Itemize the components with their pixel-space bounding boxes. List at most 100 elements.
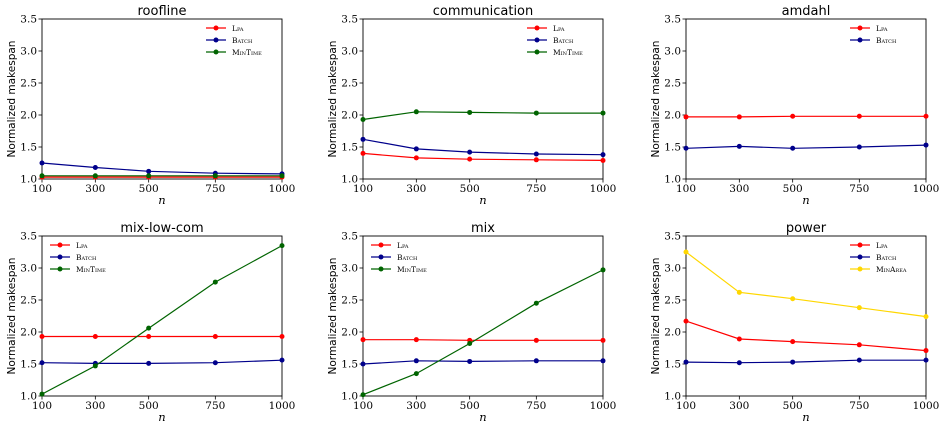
data-point-Lpa bbox=[683, 114, 689, 120]
x-tick-label: 750 bbox=[849, 400, 869, 412]
data-point-Batch bbox=[467, 149, 473, 155]
data-point-Lpa bbox=[856, 342, 862, 348]
legend-marker bbox=[857, 25, 863, 31]
legend-marker bbox=[857, 37, 863, 43]
x-axis-label: n bbox=[802, 410, 809, 424]
y-tick-label: 3.0 bbox=[664, 263, 681, 275]
x-tick-label: 500 bbox=[460, 183, 480, 195]
x-tick-label: 100 bbox=[32, 400, 52, 412]
y-axis-label: Normalized makespan bbox=[6, 258, 18, 375]
data-point-MinTime bbox=[467, 341, 473, 347]
legend-marker bbox=[857, 254, 863, 260]
y-tick-label: 1.5 bbox=[20, 142, 37, 154]
data-point-Lpa bbox=[146, 333, 152, 339]
chart-title: communication bbox=[433, 4, 534, 19]
chart-title: roofline bbox=[137, 4, 186, 19]
y-tick-label: 1.5 bbox=[664, 359, 681, 371]
y-tick-label: 3.5 bbox=[20, 231, 37, 243]
data-point-Lpa bbox=[533, 157, 539, 163]
x-tick-label: 500 bbox=[139, 183, 159, 195]
chart-title: amdahl bbox=[782, 4, 831, 19]
y-tick-label: 1.0 bbox=[664, 174, 681, 186]
y-axis-label: Normalized makespan bbox=[650, 258, 662, 375]
x-tick-label: 1000 bbox=[913, 183, 940, 195]
data-point-MinArea bbox=[683, 249, 689, 255]
y-tick-label: 3.5 bbox=[341, 231, 358, 243]
y-tick-label: 1.5 bbox=[341, 359, 358, 371]
y-tick-label: 3.0 bbox=[341, 46, 358, 58]
chart-mix: mix 1.0 1.5 2.0 2.5 3.0 3.5 100 300 500 750 1000 n No… bbox=[327, 221, 616, 424]
y-tick-label: 2.5 bbox=[20, 78, 37, 90]
data-point-Batch bbox=[790, 145, 796, 151]
data-point-Batch bbox=[856, 357, 862, 363]
y-axis-label: Normalized makespan bbox=[650, 41, 662, 158]
chart-title: mix bbox=[471, 221, 495, 236]
y-tick-label: 2.0 bbox=[664, 110, 681, 122]
chart-title: power bbox=[786, 221, 827, 236]
x-tick-label: 100 bbox=[353, 183, 373, 195]
data-point-Batch bbox=[683, 359, 689, 365]
data-point-Batch bbox=[923, 142, 929, 148]
data-point-MinTime bbox=[533, 300, 539, 306]
legend-marker bbox=[378, 254, 384, 260]
legend-label: Batch bbox=[397, 253, 418, 262]
x-tick-label: 100 bbox=[676, 400, 696, 412]
data-point-Lpa bbox=[413, 337, 419, 343]
data-point-MinTime bbox=[146, 173, 152, 179]
data-point-MinTime bbox=[533, 110, 539, 116]
legend-label: Batch bbox=[876, 36, 897, 45]
x-tick-label: 300 bbox=[406, 183, 426, 195]
chart-communication: communication 1.0 1.5 2.0 2.5 3.0 3.5 100 300 500… bbox=[327, 4, 616, 207]
x-tick-label: 750 bbox=[849, 183, 869, 195]
x-axis-label: n bbox=[158, 193, 165, 207]
series-line-MinTime bbox=[362, 111, 603, 121]
chart-title: mix-low-com bbox=[120, 221, 203, 236]
x-axis-label: n bbox=[802, 193, 809, 207]
y-tick-label: 1.0 bbox=[341, 391, 358, 403]
x-tick-label: 300 bbox=[729, 183, 749, 195]
x-tick-label: 1000 bbox=[269, 400, 296, 412]
x-tick-label: 750 bbox=[526, 400, 546, 412]
y-tick-label: 2.5 bbox=[341, 295, 358, 307]
data-point-MinArea bbox=[856, 305, 862, 311]
y-tick-label: 2.5 bbox=[664, 295, 681, 307]
legend-label: MinTime bbox=[232, 48, 262, 57]
y-tick-label: 2.0 bbox=[341, 327, 358, 339]
y-tick-label: 1.0 bbox=[341, 174, 358, 186]
data-point-MinTime bbox=[39, 391, 45, 397]
data-point-Batch bbox=[212, 360, 218, 366]
data-point-Batch bbox=[279, 357, 285, 363]
x-tick-label: 300 bbox=[85, 183, 105, 195]
series-line-MinTime bbox=[362, 269, 604, 396]
plot-frame bbox=[41, 235, 283, 397]
series-line-Lpa bbox=[363, 339, 603, 341]
x-tick-label: 750 bbox=[205, 400, 225, 412]
legend-marker bbox=[534, 37, 540, 43]
x-tick-label: 300 bbox=[729, 400, 749, 412]
x-tick-label: 500 bbox=[783, 400, 803, 412]
data-point-Lpa bbox=[600, 157, 606, 163]
data-point-Lpa bbox=[467, 156, 473, 162]
data-point-Lpa bbox=[923, 113, 929, 119]
y-tick-label: 3.0 bbox=[341, 263, 358, 275]
legend-marker bbox=[57, 254, 63, 260]
y-tick-label: 1.0 bbox=[664, 391, 681, 403]
x-tick-label: 1000 bbox=[590, 400, 617, 412]
series-line-Batch bbox=[685, 144, 927, 149]
x-tick-label: 750 bbox=[526, 183, 546, 195]
x-tick-label: 1000 bbox=[913, 400, 940, 412]
data-point-MinTime bbox=[467, 109, 473, 115]
data-point-Batch bbox=[790, 359, 796, 365]
data-point-Lpa bbox=[279, 333, 285, 339]
data-point-Lpa bbox=[856, 113, 862, 119]
legend-label: Lpa bbox=[876, 24, 888, 33]
legend-label: Batch bbox=[232, 36, 253, 45]
y-tick-label: 2.0 bbox=[20, 110, 37, 122]
y-tick-label: 3.0 bbox=[20, 46, 37, 58]
plot-frame bbox=[41, 18, 283, 180]
y-tick-label: 1.0 bbox=[20, 391, 37, 403]
data-point-Batch bbox=[533, 358, 539, 364]
data-point-MinArea bbox=[790, 296, 796, 302]
y-tick-label: 3.5 bbox=[664, 14, 681, 26]
chart-mix-low-com: mix-low-com 1.0 1.5 2.0 2.5 3.0 3.5 100 300 500 75… bbox=[6, 221, 295, 424]
